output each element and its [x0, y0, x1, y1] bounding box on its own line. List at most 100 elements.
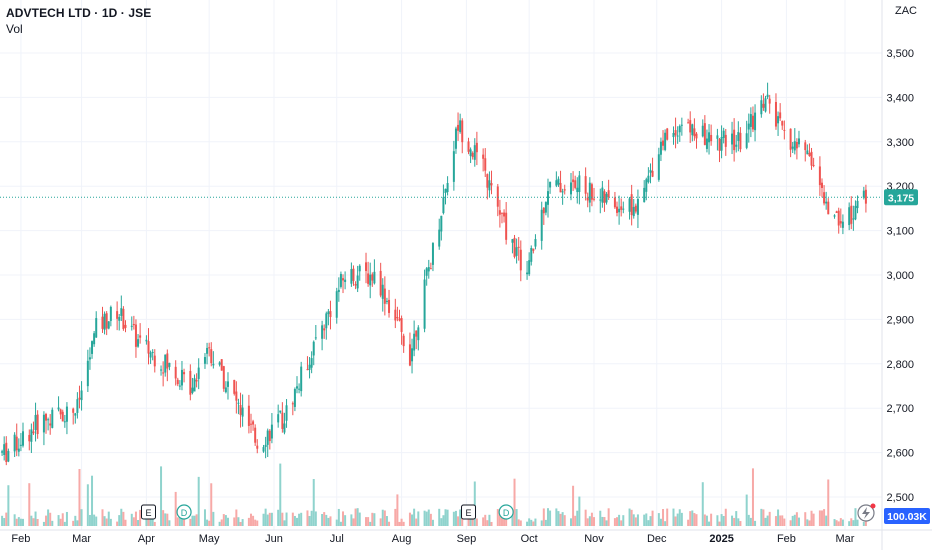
volume-bar — [34, 511, 37, 526]
chart-legend: ADVTECH LTD · 1D · JSE Vol — [6, 5, 151, 37]
candle-body — [454, 128, 457, 149]
candle-body — [749, 114, 752, 127]
candle-body — [352, 268, 355, 281]
volume-bar — [195, 514, 198, 526]
currency-label[interactable]: ZAC — [895, 5, 917, 17]
candle-body — [51, 409, 54, 428]
volume-bar — [51, 520, 54, 526]
volume-bar — [132, 517, 135, 526]
volume-bar — [500, 516, 503, 526]
candle-body — [628, 198, 631, 212]
candle-body — [350, 269, 353, 284]
candle-body — [189, 370, 192, 395]
candle-body — [747, 123, 750, 130]
volume-bar — [291, 512, 294, 526]
candle-body — [342, 278, 345, 281]
candle-body — [812, 164, 815, 166]
candle-body — [344, 279, 347, 283]
volume-bar — [59, 518, 62, 526]
volume-bar — [252, 515, 255, 526]
candle-body — [337, 289, 340, 293]
candle-body — [630, 194, 633, 215]
dividend-marker[interactable]: D — [176, 504, 192, 520]
candle-body — [703, 123, 706, 145]
volume-bar — [285, 512, 288, 526]
volume-bar — [91, 475, 94, 526]
earnings-marker[interactable]: E — [461, 504, 477, 520]
volume-bar — [540, 520, 543, 526]
candle-body — [779, 112, 782, 119]
candle-body — [540, 209, 543, 241]
volume-bar — [691, 510, 694, 526]
earnings-marker[interactable]: E — [141, 504, 157, 520]
volume-bar — [193, 515, 196, 526]
candle-body — [427, 267, 430, 272]
dividend-marker[interactable]: D — [498, 504, 514, 520]
candle-body — [647, 175, 650, 183]
volume-bar — [339, 521, 342, 526]
candle-body — [57, 407, 60, 410]
volume-bar — [812, 513, 815, 526]
volume-bar — [19, 518, 22, 526]
volume-bar — [63, 521, 66, 526]
candle-body — [124, 324, 127, 328]
volume-bar — [632, 514, 635, 526]
candle-body — [218, 362, 221, 365]
volume-bar — [153, 521, 156, 526]
candle-body — [180, 369, 183, 386]
candle-body — [672, 133, 675, 138]
x-tick-label: Jun — [265, 533, 283, 545]
volume-bar — [634, 517, 637, 526]
volume-bar — [429, 513, 432, 526]
candle-body — [555, 180, 558, 186]
candle-body — [856, 200, 859, 209]
volume-bar — [442, 515, 445, 526]
volume-bar — [680, 512, 683, 526]
candle-body — [603, 191, 606, 203]
volume-bar — [718, 521, 721, 526]
candle-body — [285, 405, 288, 421]
candle-body — [797, 138, 800, 145]
volume-bar — [15, 518, 18, 526]
volume-bar — [283, 520, 286, 526]
candle-body — [1, 451, 4, 453]
volume-bar — [139, 509, 142, 526]
volume-bar — [722, 516, 725, 526]
candle-body — [810, 151, 813, 166]
volume-bar — [95, 516, 98, 526]
volume-bar — [74, 515, 77, 526]
last-price-text: 3,175 — [888, 192, 914, 204]
volume-bar — [176, 517, 179, 526]
volume-bar — [314, 511, 317, 526]
volume-bar — [754, 520, 757, 526]
x-tick-label: Oct — [521, 533, 538, 545]
volume-bar — [379, 518, 382, 526]
volume-bar — [408, 512, 411, 526]
candle-body — [178, 385, 181, 387]
volume-bar — [415, 518, 418, 526]
volume-bar — [342, 511, 345, 526]
candle-body — [203, 357, 206, 364]
candle-body — [823, 192, 826, 204]
candle-body — [827, 201, 830, 215]
candle-body — [789, 128, 792, 150]
x-tick-label: 2025 — [709, 533, 733, 545]
candle-body — [235, 391, 238, 401]
candle-body — [168, 362, 171, 367]
lightning-icon[interactable] — [857, 503, 876, 522]
volume-bar — [247, 517, 250, 526]
candle-body — [394, 309, 397, 321]
volume-bar — [555, 508, 558, 526]
volume-bar — [22, 518, 25, 526]
volume-bar — [262, 513, 265, 526]
candle-body — [132, 323, 135, 326]
chart-title: ADVTECH LTD · 1D · JSE — [6, 6, 152, 20]
candle-body — [233, 379, 236, 394]
candle-body — [649, 169, 652, 173]
volume-bar — [396, 494, 399, 526]
candle-body — [563, 189, 566, 191]
candle-body — [137, 339, 140, 347]
